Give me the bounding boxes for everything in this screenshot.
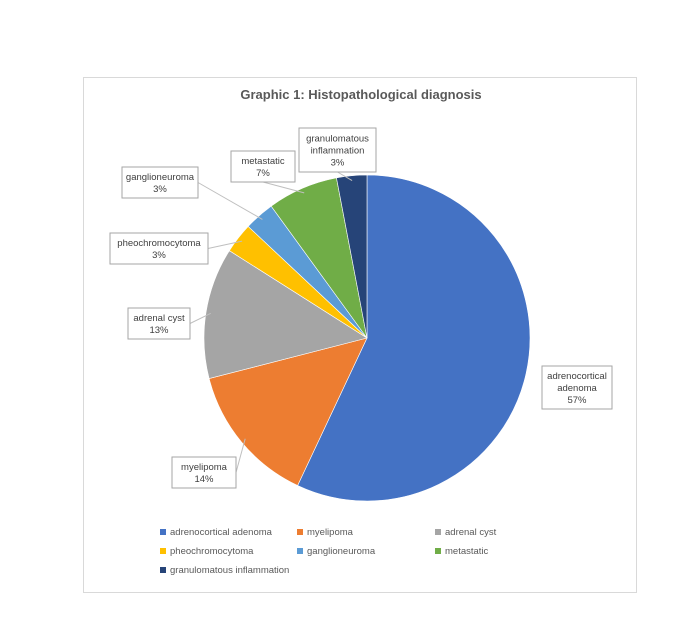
pie-slice-adrenal-cyst (203, 250, 368, 379)
data-label-value: 7% (256, 168, 270, 179)
chart-title: Graphic 1: Histopathological diagnosis (240, 87, 481, 102)
legend-item-ganglioneuroma: ganglioneuroma (297, 546, 376, 557)
data-label-value: 14% (194, 474, 214, 485)
callout-box (121, 166, 199, 199)
legend-item-pheochromocytoma: pheochromocytoma (160, 546, 254, 557)
chart-frame: Graphic 1: Histopathological diagnosis a… (83, 77, 637, 593)
pie-slice-granulomatous (336, 174, 368, 339)
callout-box (230, 150, 296, 183)
legend-label: ganglioneuroma (307, 546, 376, 557)
data-label-category: adrenal cyst (133, 313, 185, 324)
callout-box (541, 365, 613, 410)
callout-box (109, 232, 209, 265)
pie-slice-myelipoma (208, 337, 368, 486)
leader-line-metastatic (262, 181, 305, 194)
legend-item-adrenocortical: adrenocortical adenoma (160, 527, 273, 538)
data-label-value: 13% (149, 325, 169, 336)
legend-swatch (297, 548, 303, 554)
callout-box (298, 127, 377, 173)
legend-label: adrenal cyst (445, 527, 497, 538)
callout-box (127, 307, 191, 340)
data-label-category: granulomatous (306, 134, 369, 145)
legend-item-granulomatous: granulomatous inflammation (160, 565, 289, 576)
legend: adrenocortical adenoma myelipoma adrenal c… (160, 527, 497, 576)
legend-swatch (435, 529, 441, 535)
data-label-category: myelipoma (181, 462, 228, 473)
legend-swatch (435, 548, 441, 554)
leader-lines (189, 171, 353, 473)
legend-swatch (160, 567, 166, 573)
data-label-value: 57% (567, 395, 587, 406)
data-label-category: ganglioneuroma (126, 172, 195, 183)
pie-slice-adrenocortical (297, 174, 531, 502)
legend-label: pheochromocytoma (170, 546, 254, 557)
legend-label: granulomatous inflammation (170, 565, 289, 576)
data-label-category: metastatic (241, 156, 285, 167)
data-label-category: inflammation (311, 146, 365, 157)
legend-swatch (160, 548, 166, 554)
legend-label: adrenocortical adenoma (170, 527, 273, 538)
legend-label: metastatic (445, 546, 489, 557)
legend-swatch (160, 529, 166, 535)
legend-item-metastatic: metastatic (435, 546, 489, 557)
data-label-category: pheochromocytoma (117, 238, 201, 249)
data-label-category: adenoma (557, 383, 597, 394)
pie-slices (203, 174, 531, 502)
legend-item-adrenal-cyst: adrenal cyst (435, 527, 497, 538)
leader-line-pheochromocytoma (207, 240, 243, 249)
leader-line-adrenal-cyst (189, 312, 212, 324)
data-label-category: adrenocortical (547, 371, 607, 382)
leader-line-myelipoma (235, 438, 246, 473)
callout-box (171, 456, 237, 489)
legend-item-myelipoma: myelipoma (297, 527, 354, 538)
pie-chart: Graphic 1: Histopathological diagnosis a… (109, 87, 613, 576)
data-label-value: 3% (331, 158, 345, 169)
legend-swatch (297, 529, 303, 535)
data-label-value: 3% (152, 250, 166, 261)
leader-line-granulomatous (337, 171, 353, 182)
legend-label: myelipoma (307, 527, 354, 538)
leader-line-ganglioneuroma (197, 182, 263, 220)
data-label-value: 3% (153, 184, 167, 195)
